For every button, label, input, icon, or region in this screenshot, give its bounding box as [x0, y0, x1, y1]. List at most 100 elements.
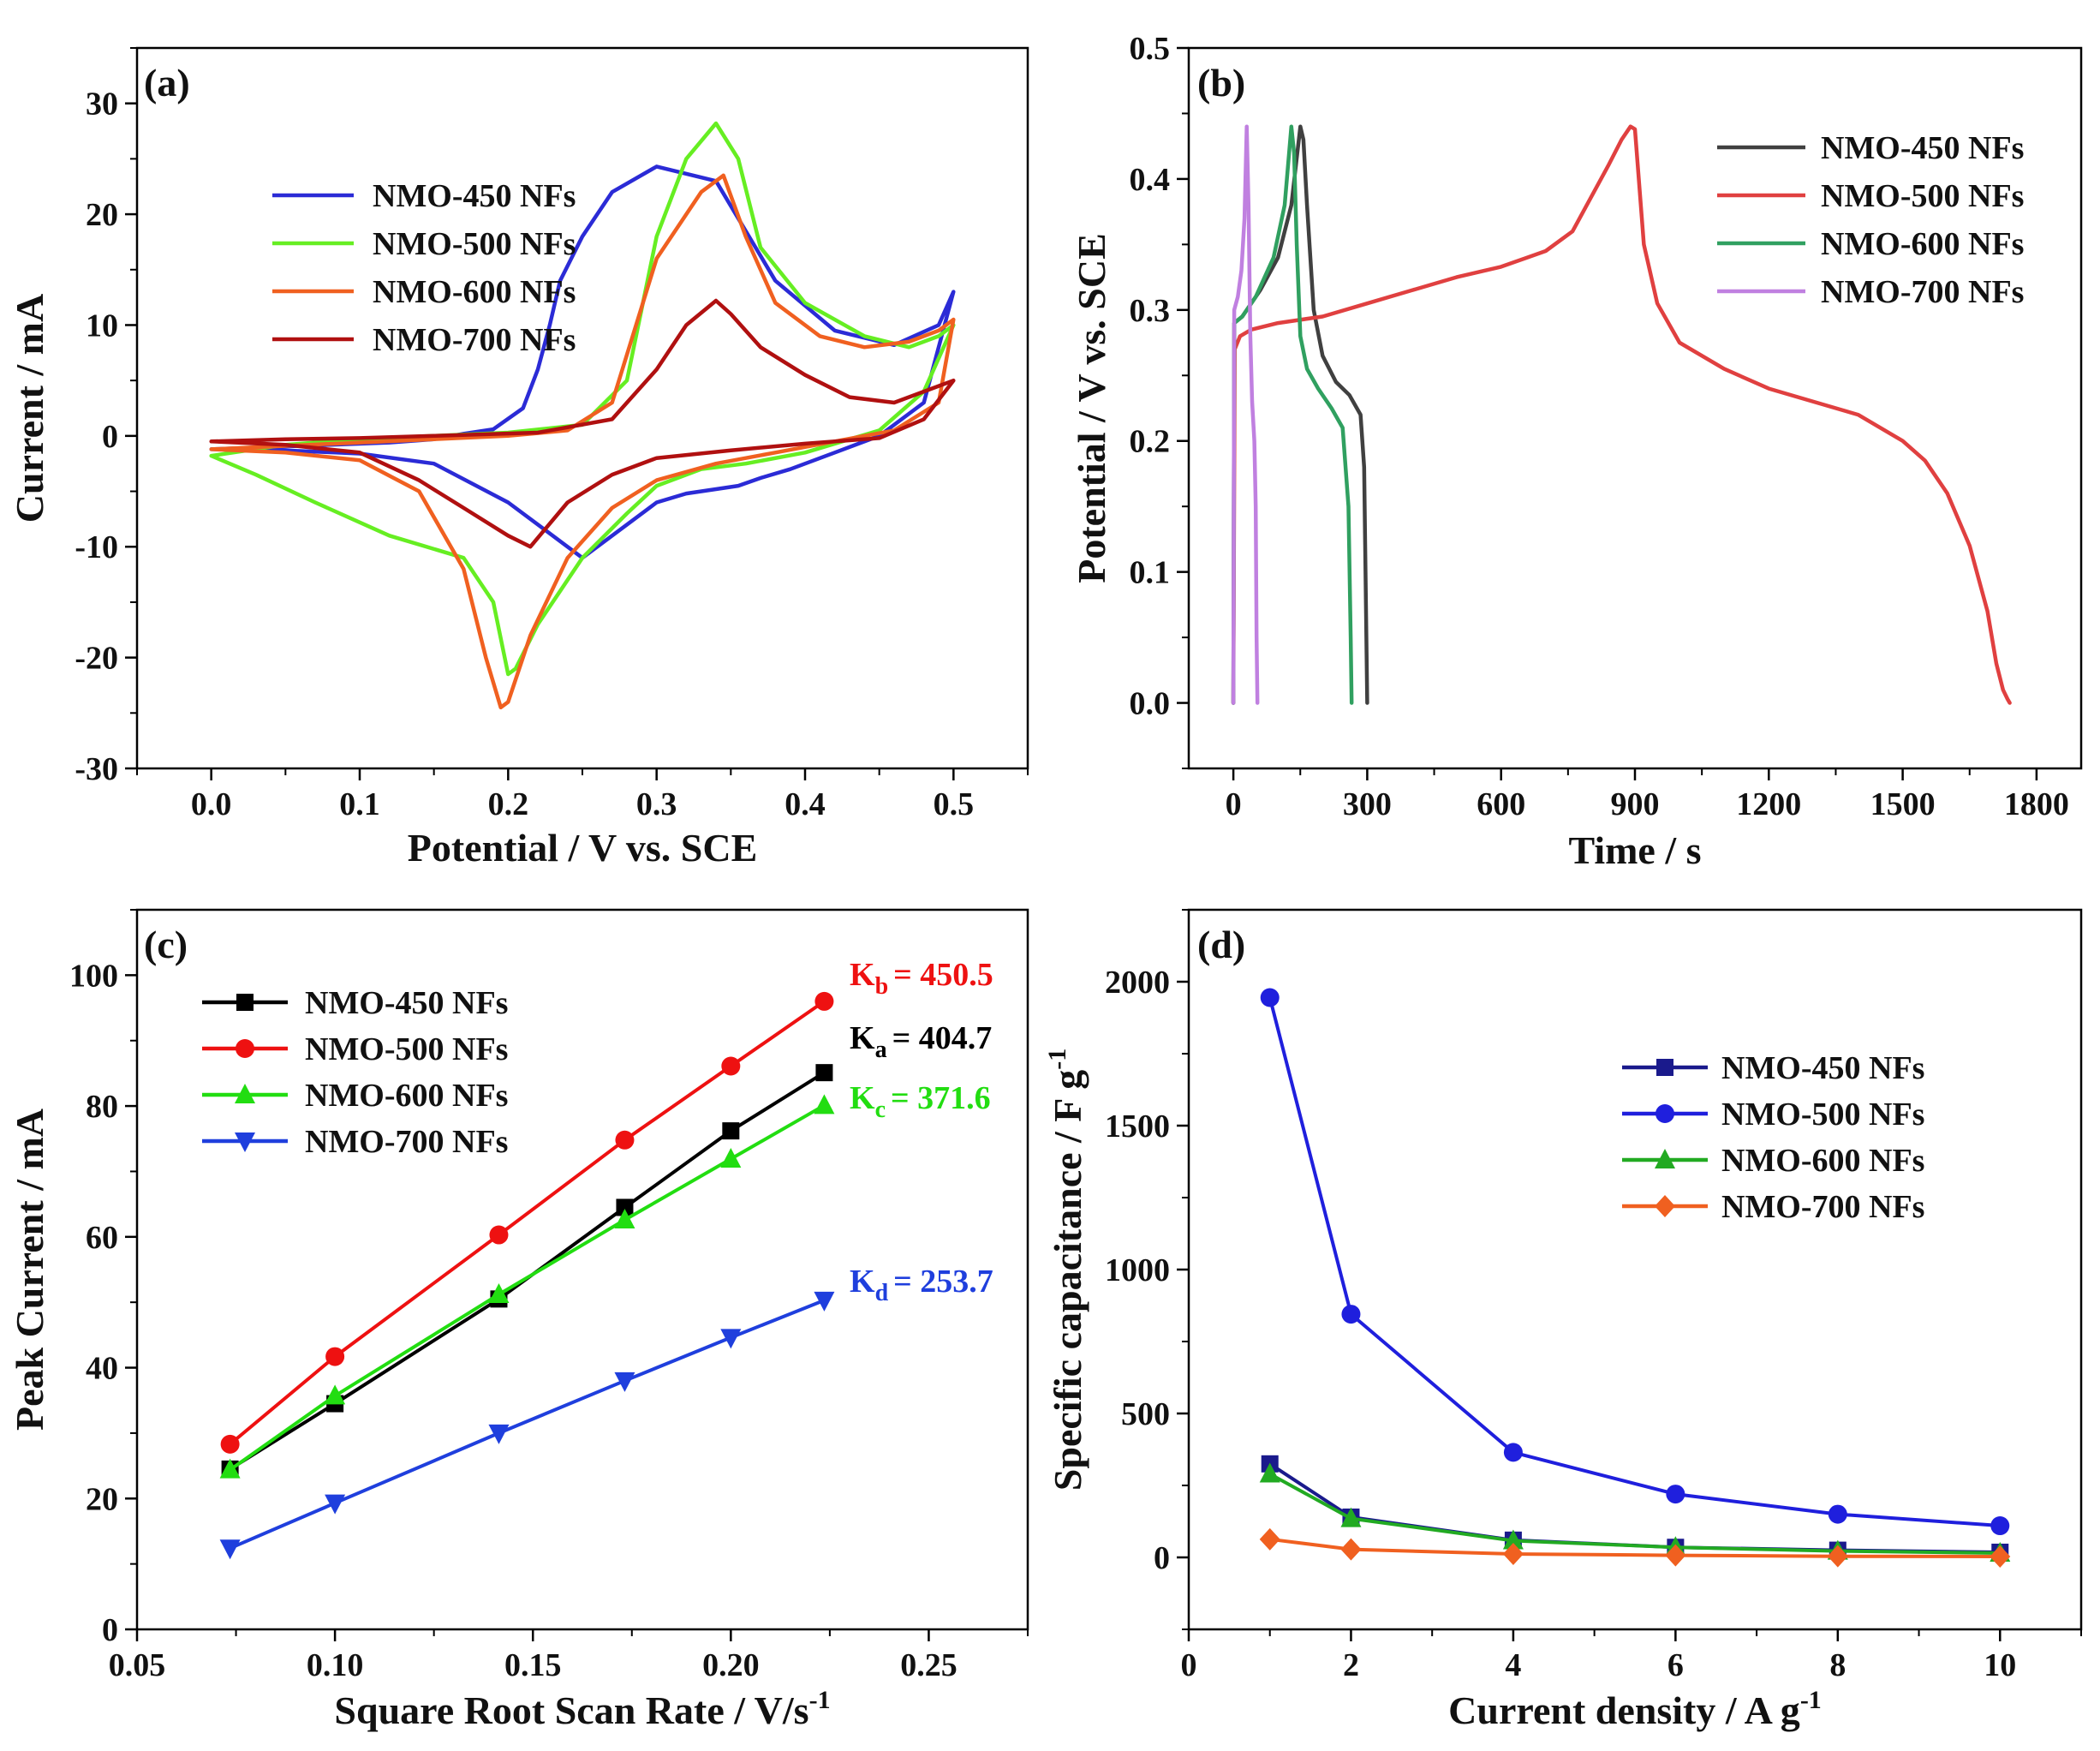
- y-axis-label-superscript-d: -1: [1043, 1049, 1071, 1070]
- series-a-nmo-600-nfs: [209, 173, 956, 710]
- series-line-nmo-700-nfs: [1231, 124, 1260, 705]
- data-point-nmo-700-nfs: [1259, 1527, 1280, 1551]
- panel-a: 0.0 0.1 0.2 0.3 0.4 0.5 -30 -20 -10 0 10 20 30 (a) Pot…: [8, 46, 1029, 870]
- x-tick-label-b: 1200: [1736, 786, 1801, 822]
- y-tick-label-a: 0: [102, 419, 118, 455]
- legend-marker-nmo-700-nfs: [1655, 1195, 1675, 1217]
- x-tick-label-d: 8: [1829, 1647, 1846, 1683]
- slope-annotation-a: Ka = 404.7: [850, 1020, 992, 1063]
- legend-label-nmo-500-nfs: NMO-500 NFs: [1821, 178, 2024, 214]
- x-axis-label-superscript-d: -1: [1800, 1686, 1822, 1714]
- x-tick-label-d: 4: [1505, 1647, 1521, 1683]
- data-point-nmo-450-nfs: [815, 1064, 833, 1082]
- data-point-nmo-600-nfs: [1340, 1507, 1362, 1527]
- panel-b: 0 300 600 900 1200 1500 1800 0.0 0.1 0.2 0.3 0.4 0.5…: [1070, 31, 2083, 872]
- data-point-nmo-700-nfs: [1665, 1544, 1686, 1567]
- y-tick-label-d: 1000: [1105, 1252, 1170, 1288]
- y-tick-label-a: -30: [75, 751, 118, 787]
- x-tick-label-c: 0.20: [702, 1647, 760, 1683]
- y-axis-label-a: Current / mA: [8, 294, 51, 523]
- y-tick-label-a: -10: [75, 529, 118, 565]
- data-point-nmo-500-nfs: [1503, 1443, 1523, 1462]
- x-axis-label-superscript-c: -1: [809, 1686, 831, 1714]
- series-line-nmo-700-nfs: [209, 298, 956, 549]
- data-point-nmo-500-nfs: [1828, 1504, 1847, 1524]
- data-point-nmo-700-nfs: [1990, 1545, 2011, 1568]
- series-a-nmo-500-nfs: [209, 121, 956, 677]
- slope-annotation-b: Kb = 450.5: [850, 957, 993, 1000]
- y-tick-label-a: 30: [86, 87, 118, 123]
- data-point-nmo-700-nfs: [1827, 1545, 1848, 1568]
- data-point-nmo-600-nfs: [720, 1147, 742, 1168]
- legend-marker-nmo-600-nfs: [235, 1084, 255, 1103]
- panel-label-c: (c): [144, 923, 188, 966]
- y-tick-label-b: 0.1: [1130, 555, 1171, 591]
- data-point-nmo-600-nfs: [1259, 1462, 1280, 1483]
- x-axis-label-d: Current density / A g-1: [1448, 1686, 1822, 1732]
- data-point-nmo-700-nfs: [325, 1494, 346, 1515]
- series-c-nmo-700-nfs: [219, 1291, 835, 1560]
- data-point-nmo-600-nfs: [614, 1208, 635, 1228]
- data-point-nmo-600-nfs: [325, 1384, 346, 1405]
- x-tick-label-c: 0.10: [307, 1647, 364, 1683]
- legend-label-nmo-500-nfs: NMO-500 NFs: [1721, 1097, 1924, 1132]
- legend-label-nmo-700-nfs: NMO-700 NFs: [373, 322, 576, 358]
- data-point-nmo-500-nfs: [1341, 1305, 1361, 1324]
- series-line-nmo-700-nfs: [228, 1298, 826, 1551]
- panel-c: 0.05 0.10 0.15 0.20 0.25 0 20 40 60 80 100 (c) Squar…: [8, 908, 1029, 1732]
- legend-label-nmo-700-nfs: NMO-700 NFs: [1721, 1189, 1924, 1225]
- legend-label-nmo-600-nfs: NMO-600 NFs: [1721, 1143, 1924, 1179]
- data-point-nmo-600-nfs: [488, 1283, 510, 1304]
- legend-marker-nmo-700-nfs: [235, 1132, 255, 1152]
- data-point-nmo-600-nfs: [814, 1094, 835, 1115]
- legend-b: NMO-450 NFs NMO-500 NFs NMO-600 NFs NMO-700…: [1717, 130, 2024, 310]
- x-tick-label-c: 0.25: [900, 1647, 958, 1683]
- y-tick-label-b: 0.0: [1130, 686, 1171, 722]
- x-axis-label-c: Square Root Scan Rate / V/s-1: [334, 1686, 830, 1732]
- series-line-nmo-600-nfs: [228, 1103, 826, 1472]
- y-tick-label-d: 2000: [1105, 965, 1170, 1001]
- legend-marker-nmo-450-nfs: [236, 994, 254, 1011]
- y-tick-label-c: 20: [86, 1481, 118, 1517]
- x-tick-label-b: 1500: [1870, 786, 1936, 822]
- data-point-nmo-700-nfs: [814, 1291, 835, 1312]
- data-point-nmo-500-nfs: [489, 1225, 509, 1245]
- x-tick-label-d: 0: [1181, 1647, 1197, 1683]
- data-point-nmo-500-nfs: [220, 1434, 240, 1454]
- data-point-nmo-500-nfs: [615, 1130, 635, 1150]
- data-point-nmo-500-nfs: [814, 991, 834, 1011]
- y-tick-label-c: 100: [69, 958, 118, 994]
- data-point-nmo-700-nfs: [488, 1424, 510, 1444]
- series-line-nmo-500-nfs: [209, 121, 956, 677]
- legend-d: NMO-450 NFs NMO-500 NFs NMO-600 NFs NMO-700…: [1622, 1050, 1924, 1225]
- legend-c: NMO-450 NFs NMO-500 NFs NMO-600 NFs NMO-700…: [202, 985, 508, 1160]
- legend-a: NMO-450 NFs NMO-500 NFs NMO-600 NFs NMO-700…: [272, 178, 576, 358]
- legend-label-nmo-450-nfs: NMO-450 NFs: [373, 178, 576, 214]
- y-tick-label-c: 0: [102, 1612, 118, 1648]
- legend-marker-nmo-450-nfs: [1656, 1059, 1673, 1076]
- data-point-nmo-600-nfs: [1502, 1529, 1524, 1550]
- series-line-nmo-500-nfs: [228, 999, 826, 1446]
- panel-label-d: (d): [1197, 923, 1245, 966]
- x-tick-label-b: 0: [1226, 786, 1242, 822]
- data-point-nmo-700-nfs: [1340, 1538, 1362, 1561]
- series-line-nmo-500-nfs: [1268, 995, 2002, 1527]
- x-tick-label-b: 900: [1611, 786, 1660, 822]
- y-axis-label-d: Specific capacitance / F g-1: [1043, 1049, 1089, 1491]
- slope-annotation-c: Kc = 371.6: [850, 1080, 991, 1123]
- y-tick-label-b: 0.2: [1130, 424, 1171, 460]
- data-point-nmo-500-nfs: [325, 1347, 345, 1366]
- series-c-nmo-500-nfs: [220, 991, 834, 1454]
- legend-label-nmo-450-nfs: NMO-450 NFs: [1821, 130, 2024, 166]
- x-tick-label-a: 0.1: [339, 786, 380, 822]
- legend-label-nmo-600-nfs: NMO-600 NFs: [1821, 226, 2024, 262]
- data-point-nmo-450-nfs: [616, 1198, 634, 1216]
- x-tick-label-b: 1800: [2004, 786, 2069, 822]
- x-axis-label-a: Potential / V vs. SCE: [408, 826, 758, 870]
- y-tick-label-d: 500: [1121, 1396, 1170, 1432]
- plot-frame-c: [135, 908, 1029, 1631]
- slope-annotation-d: Kd = 253.7: [850, 1264, 993, 1306]
- data-point-nmo-500-nfs: [1990, 1516, 2010, 1536]
- x-tick-label-c: 0.05: [109, 1647, 166, 1683]
- x-tick-label-d: 6: [1667, 1647, 1684, 1683]
